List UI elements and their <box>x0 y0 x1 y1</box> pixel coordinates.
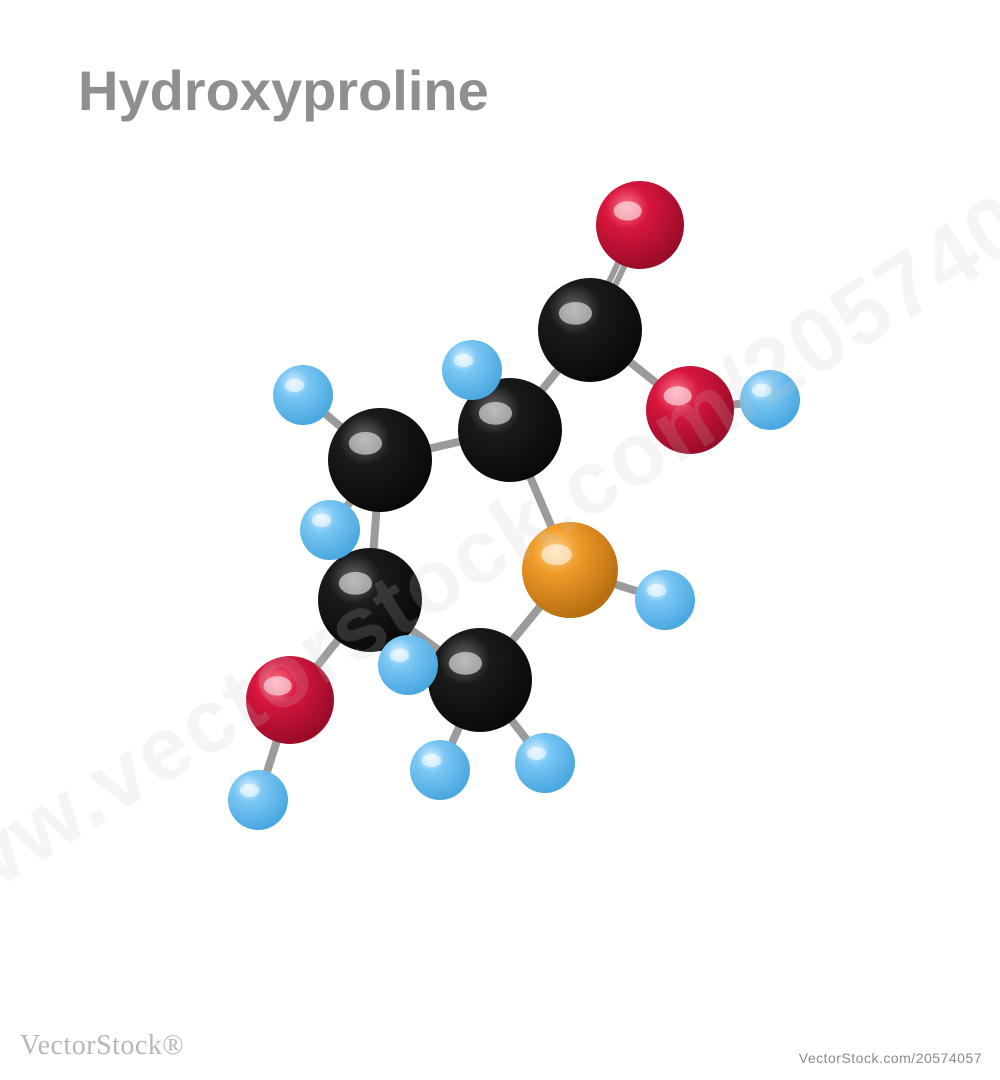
atom-highlight <box>559 302 592 325</box>
footer-brand: VectorStock® <box>20 1030 184 1062</box>
atom-oxygen <box>246 656 334 744</box>
atom-highlight <box>285 379 304 392</box>
atom-highlight <box>264 676 292 695</box>
atom-highlight <box>479 402 512 425</box>
atom-carbon <box>538 278 642 382</box>
atoms-layer <box>228 181 800 830</box>
atom-oxygen <box>646 366 734 454</box>
atom-oxygen <box>596 181 684 269</box>
footer-link-text: VectorStock.com/20574057 <box>799 1050 982 1066</box>
atom-highlight <box>664 386 692 405</box>
atom-hydrogen <box>515 733 575 793</box>
atom-highlight <box>390 649 409 662</box>
atom-hydrogen <box>228 770 288 830</box>
atom-highlight <box>647 584 666 597</box>
atom-highlight <box>614 201 642 220</box>
atom-highlight <box>240 784 259 797</box>
atom-carbon <box>428 628 532 732</box>
atom-highlight <box>454 354 473 367</box>
atom-hydrogen <box>300 500 360 560</box>
atom-highlight <box>449 652 482 675</box>
atom-hydrogen <box>378 635 438 695</box>
atom-hydrogen <box>410 740 470 800</box>
atom-hydrogen <box>740 370 800 430</box>
atom-highlight <box>527 747 546 760</box>
atom-highlight <box>349 432 382 455</box>
atom-highlight <box>752 384 771 397</box>
atom-hydrogen <box>273 365 333 425</box>
molecule-stage <box>0 0 1000 1080</box>
atom-highlight <box>339 572 372 595</box>
atom-hydrogen <box>442 340 502 400</box>
atom-highlight <box>312 514 331 527</box>
atom-highlight <box>422 754 441 767</box>
atom-highlight <box>541 544 572 565</box>
atom-nitrogen <box>522 522 618 618</box>
atom-hydrogen <box>635 570 695 630</box>
atom-carbon <box>328 408 432 512</box>
